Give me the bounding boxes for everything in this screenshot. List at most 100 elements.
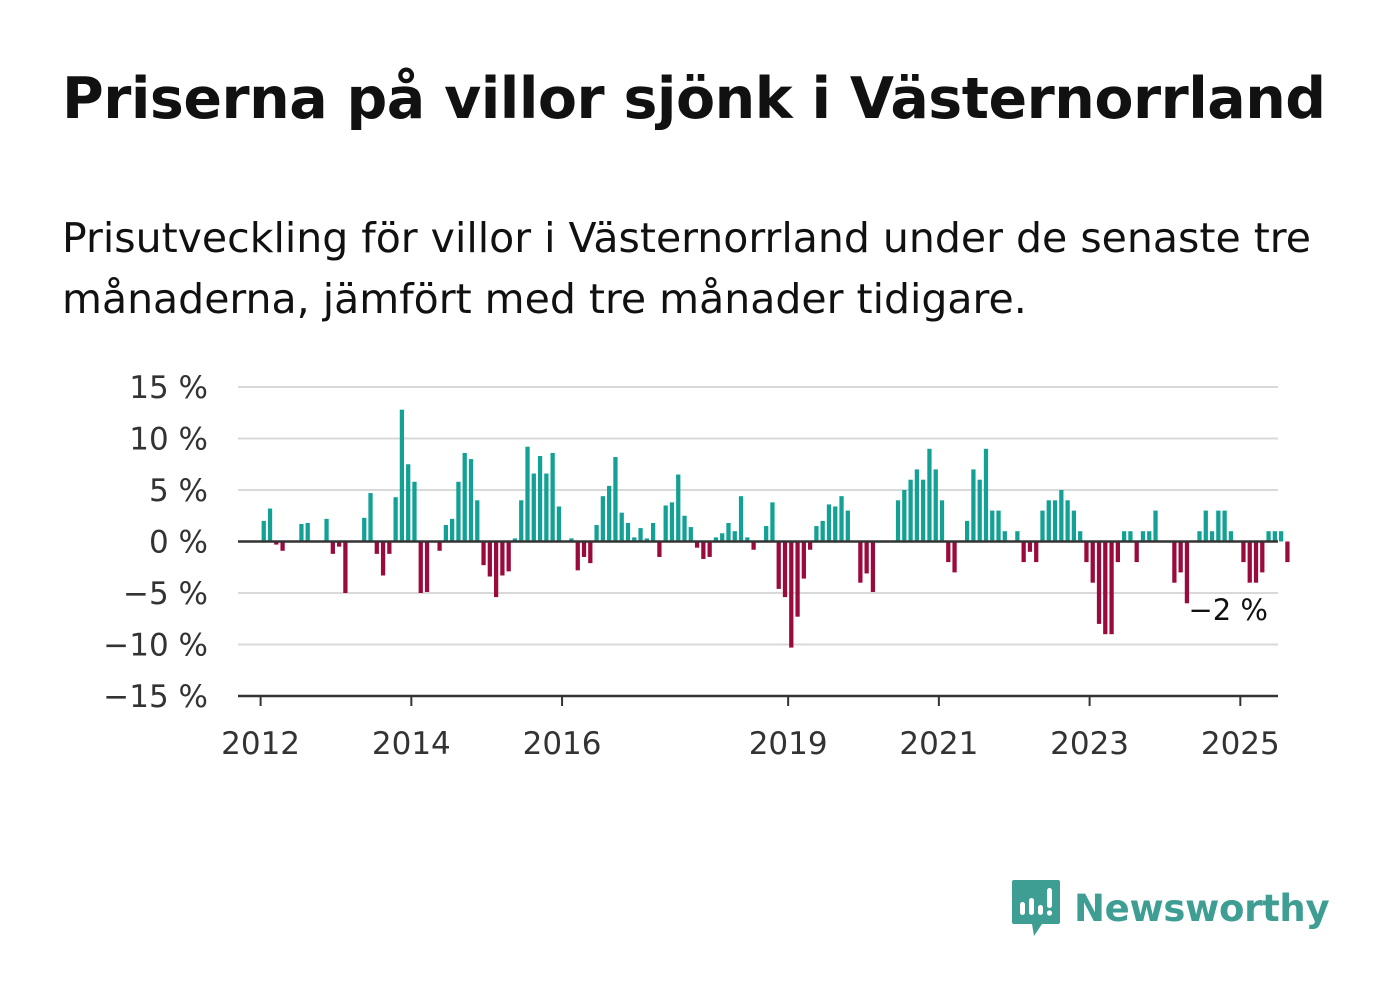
bar — [688, 527, 693, 542]
bar — [1096, 541, 1102, 624]
y-tick-label: 10 % — [129, 422, 208, 458]
bar — [663, 505, 668, 542]
bar — [833, 506, 838, 542]
bar — [726, 522, 731, 542]
y-tick-label: 0 % — [149, 525, 208, 561]
bar — [456, 481, 461, 542]
bar — [902, 490, 907, 542]
bar — [462, 452, 467, 542]
bar — [512, 538, 518, 542]
bar — [1071, 510, 1077, 542]
bar — [826, 504, 832, 542]
bar — [1247, 541, 1252, 583]
bar — [625, 522, 631, 542]
y-tick-label: −15 % — [103, 679, 208, 715]
bar — [795, 541, 800, 617]
bar — [1134, 541, 1139, 563]
bar — [1084, 541, 1089, 563]
axes — [238, 540, 1278, 706]
bar — [1078, 531, 1083, 542]
bar — [550, 452, 555, 542]
bar — [669, 502, 675, 542]
bar — [776, 541, 781, 589]
bar — [1052, 500, 1058, 542]
bar — [1209, 531, 1215, 542]
bar — [908, 479, 913, 542]
bar — [971, 469, 976, 542]
bar — [1197, 531, 1202, 542]
bar — [374, 541, 379, 554]
bar — [1040, 510, 1045, 542]
bar — [443, 525, 449, 542]
bar — [619, 512, 624, 542]
bar — [770, 502, 775, 542]
brand-name: Newsworthy — [1074, 886, 1330, 930]
bar — [1059, 490, 1064, 542]
bar — [789, 541, 794, 648]
bar — [1021, 541, 1026, 563]
bar — [914, 469, 920, 542]
bar — [519, 500, 524, 542]
y-tick-label: −5 % — [123, 576, 208, 612]
bar — [412, 481, 417, 542]
bar — [387, 541, 392, 554]
bar — [682, 515, 687, 542]
bar — [1184, 541, 1190, 604]
bar — [594, 525, 599, 542]
bar — [1266, 531, 1271, 542]
bar — [368, 493, 373, 542]
bar — [751, 541, 756, 550]
bar — [701, 541, 706, 560]
bar — [525, 446, 530, 542]
bar — [814, 526, 819, 542]
bar — [864, 541, 869, 574]
bar — [738, 496, 744, 542]
bar — [418, 541, 423, 593]
bar — [644, 538, 649, 542]
bar — [977, 479, 982, 542]
x-tick-label: 2014 — [372, 726, 451, 762]
bar — [600, 496, 606, 542]
bar — [493, 541, 499, 598]
bar — [531, 473, 536, 542]
bar — [1147, 531, 1152, 542]
bar — [1241, 541, 1246, 563]
bar — [764, 526, 769, 542]
newsworthy-logo[interactable]: Newsworthy — [1010, 878, 1330, 938]
bar — [694, 541, 700, 548]
y-axis-labels: 15 % 10 % 5 % 0 % −5 % −10 % −15 % — [103, 370, 208, 715]
bar — [1253, 541, 1259, 583]
bar — [324, 518, 329, 542]
bar — [820, 520, 825, 542]
bar — [632, 537, 637, 542]
bar — [1222, 510, 1227, 542]
bar — [1015, 531, 1020, 542]
bar — [707, 541, 712, 557]
bar — [732, 531, 737, 542]
bar — [267, 508, 273, 542]
bar — [952, 541, 957, 573]
bar — [1109, 541, 1114, 635]
bar — [506, 541, 511, 572]
bar — [895, 500, 901, 542]
bar — [983, 448, 989, 542]
bar — [657, 541, 662, 557]
bar — [946, 541, 951, 563]
bar — [481, 541, 486, 566]
bar — [1128, 531, 1133, 542]
bar — [544, 473, 549, 542]
bar — [1090, 541, 1095, 583]
bar — [406, 464, 411, 542]
bar — [487, 541, 492, 577]
bar — [965, 520, 970, 542]
bar — [299, 523, 304, 542]
bar — [807, 541, 813, 550]
bar — [927, 448, 932, 542]
bar — [274, 541, 279, 545]
y-tick-label: 5 % — [149, 473, 208, 509]
bar — [1260, 541, 1265, 573]
bar — [1272, 531, 1277, 542]
bar — [782, 541, 788, 598]
newsworthy-logo-icon — [1012, 880, 1060, 936]
